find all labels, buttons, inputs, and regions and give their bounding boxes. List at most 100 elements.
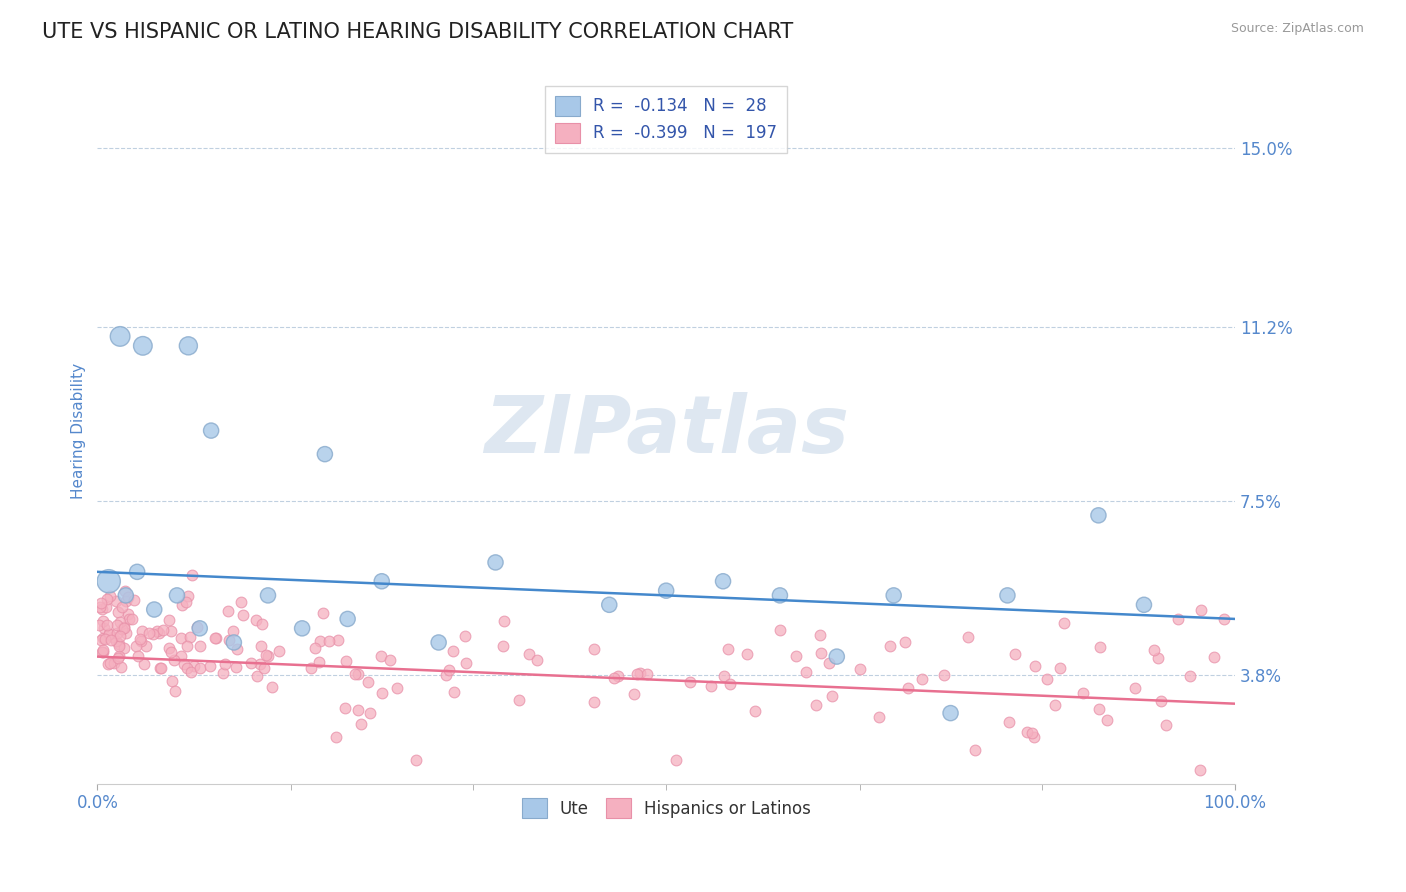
Point [347,703,370,717]
Point [1045,698,1067,712]
Point [94,632,117,647]
Point [127,649,149,664]
Point [1004,647,1026,661]
Point [434,668,457,682]
Point [318,634,340,648]
Point [769,588,792,602]
Point [163,653,186,667]
Point [808,628,831,642]
Point [117,591,139,605]
Point [225,641,247,656]
Point [128,632,150,646]
Point [249,657,271,672]
Point [150,661,173,675]
Point [177,590,200,604]
Point [1189,602,1212,616]
Point [336,612,359,626]
Point [1147,651,1170,665]
Point [335,654,357,668]
Point [785,648,807,663]
Point [582,641,605,656]
Point [1095,713,1118,727]
Point [160,674,183,689]
Point [211,666,233,681]
Point [218,632,240,647]
Point [626,667,648,681]
Point [768,623,790,637]
Point [371,685,394,699]
Point [245,613,267,627]
Point [868,710,890,724]
Point [105,618,128,632]
Point [607,668,630,682]
Point [1088,640,1111,654]
Point [188,621,211,635]
Point [257,588,280,602]
Point [665,753,688,767]
Point [108,648,131,663]
Point [176,660,198,674]
Point [112,620,135,634]
Point [97,574,120,589]
Point [314,447,336,461]
Point [121,612,143,626]
Point [998,715,1021,730]
Point [89,599,111,614]
Point [304,641,326,656]
Point [93,621,115,635]
Point [101,630,124,644]
Point [96,617,118,632]
Point [96,592,118,607]
Point [517,647,540,661]
Point [114,584,136,599]
Point [146,624,169,638]
Point [188,640,211,654]
Point [114,625,136,640]
Point [176,639,198,653]
Point [160,624,183,638]
Point [894,634,917,648]
Point [484,556,506,570]
Point [108,615,131,629]
Point [135,639,157,653]
Point [253,661,276,675]
Point [148,626,170,640]
Point [198,659,221,673]
Point [87,618,110,632]
Point [122,593,145,607]
Point [117,607,139,621]
Point [225,659,247,673]
Point [825,649,848,664]
Point [883,588,905,602]
Point [1202,649,1225,664]
Point [138,626,160,640]
Point [103,657,125,671]
Point [256,648,278,663]
Point [105,625,128,640]
Point [260,681,283,695]
Point [1024,658,1046,673]
Point [1133,598,1156,612]
Point [679,674,702,689]
Point [204,631,226,645]
Point [90,632,112,647]
Point [108,329,131,343]
Point [170,631,193,645]
Point [98,589,121,603]
Point [1150,694,1173,708]
Point [217,604,239,618]
Point [1087,508,1109,523]
Point [231,595,253,609]
Point [308,655,330,669]
Point [96,599,118,614]
Point [810,646,832,660]
Point [454,629,477,643]
Point [583,695,606,709]
Point [1123,681,1146,695]
Point [160,645,183,659]
Point [350,716,373,731]
Point [343,666,366,681]
Point [371,574,394,589]
Point [897,681,920,695]
Point [129,633,152,648]
